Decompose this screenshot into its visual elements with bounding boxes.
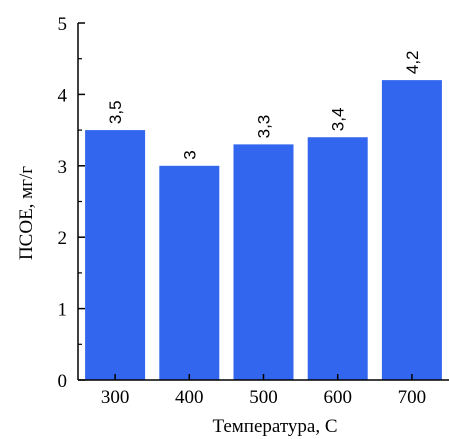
bars-layer <box>85 80 442 381</box>
x-tick-label-700: 700 <box>398 387 427 408</box>
y-tick-label-4: 4 <box>58 85 68 106</box>
bar-500 <box>233 144 294 380</box>
x-axis-title: Температура, С <box>212 416 337 437</box>
y-axis-title: ПСОЕ, мг/г <box>16 166 37 260</box>
y-tick-label-3: 3 <box>58 157 68 178</box>
y-tick-label-2: 2 <box>58 228 68 249</box>
bar-700 <box>381 80 442 381</box>
bar-400 <box>159 165 220 380</box>
data-label-700: 4,2 <box>403 50 422 74</box>
axes-layer: 300 400 500 600 700 0 1 2 3 4 5 <box>58 14 449 408</box>
x-tick-label-300: 300 <box>101 387 130 408</box>
bar-600 <box>307 137 368 380</box>
bar-300 <box>85 130 146 380</box>
x-tick-label-400: 400 <box>175 387 204 408</box>
y-tick-label-1: 1 <box>58 300 68 321</box>
x-tick-label-500: 500 <box>249 387 278 408</box>
data-label-500: 3,3 <box>255 115 274 139</box>
y-tick-label-5: 5 <box>58 14 68 35</box>
data-label-600: 3,4 <box>329 108 348 132</box>
data-label-300: 3,5 <box>106 100 125 124</box>
data-label-400: 3 <box>180 150 199 159</box>
y-tick-label-0: 0 <box>58 371 68 392</box>
x-tick-label-600: 600 <box>323 387 352 408</box>
data-labels-layer: 3,5 3 3,3 3,4 4,2 <box>106 50 422 159</box>
